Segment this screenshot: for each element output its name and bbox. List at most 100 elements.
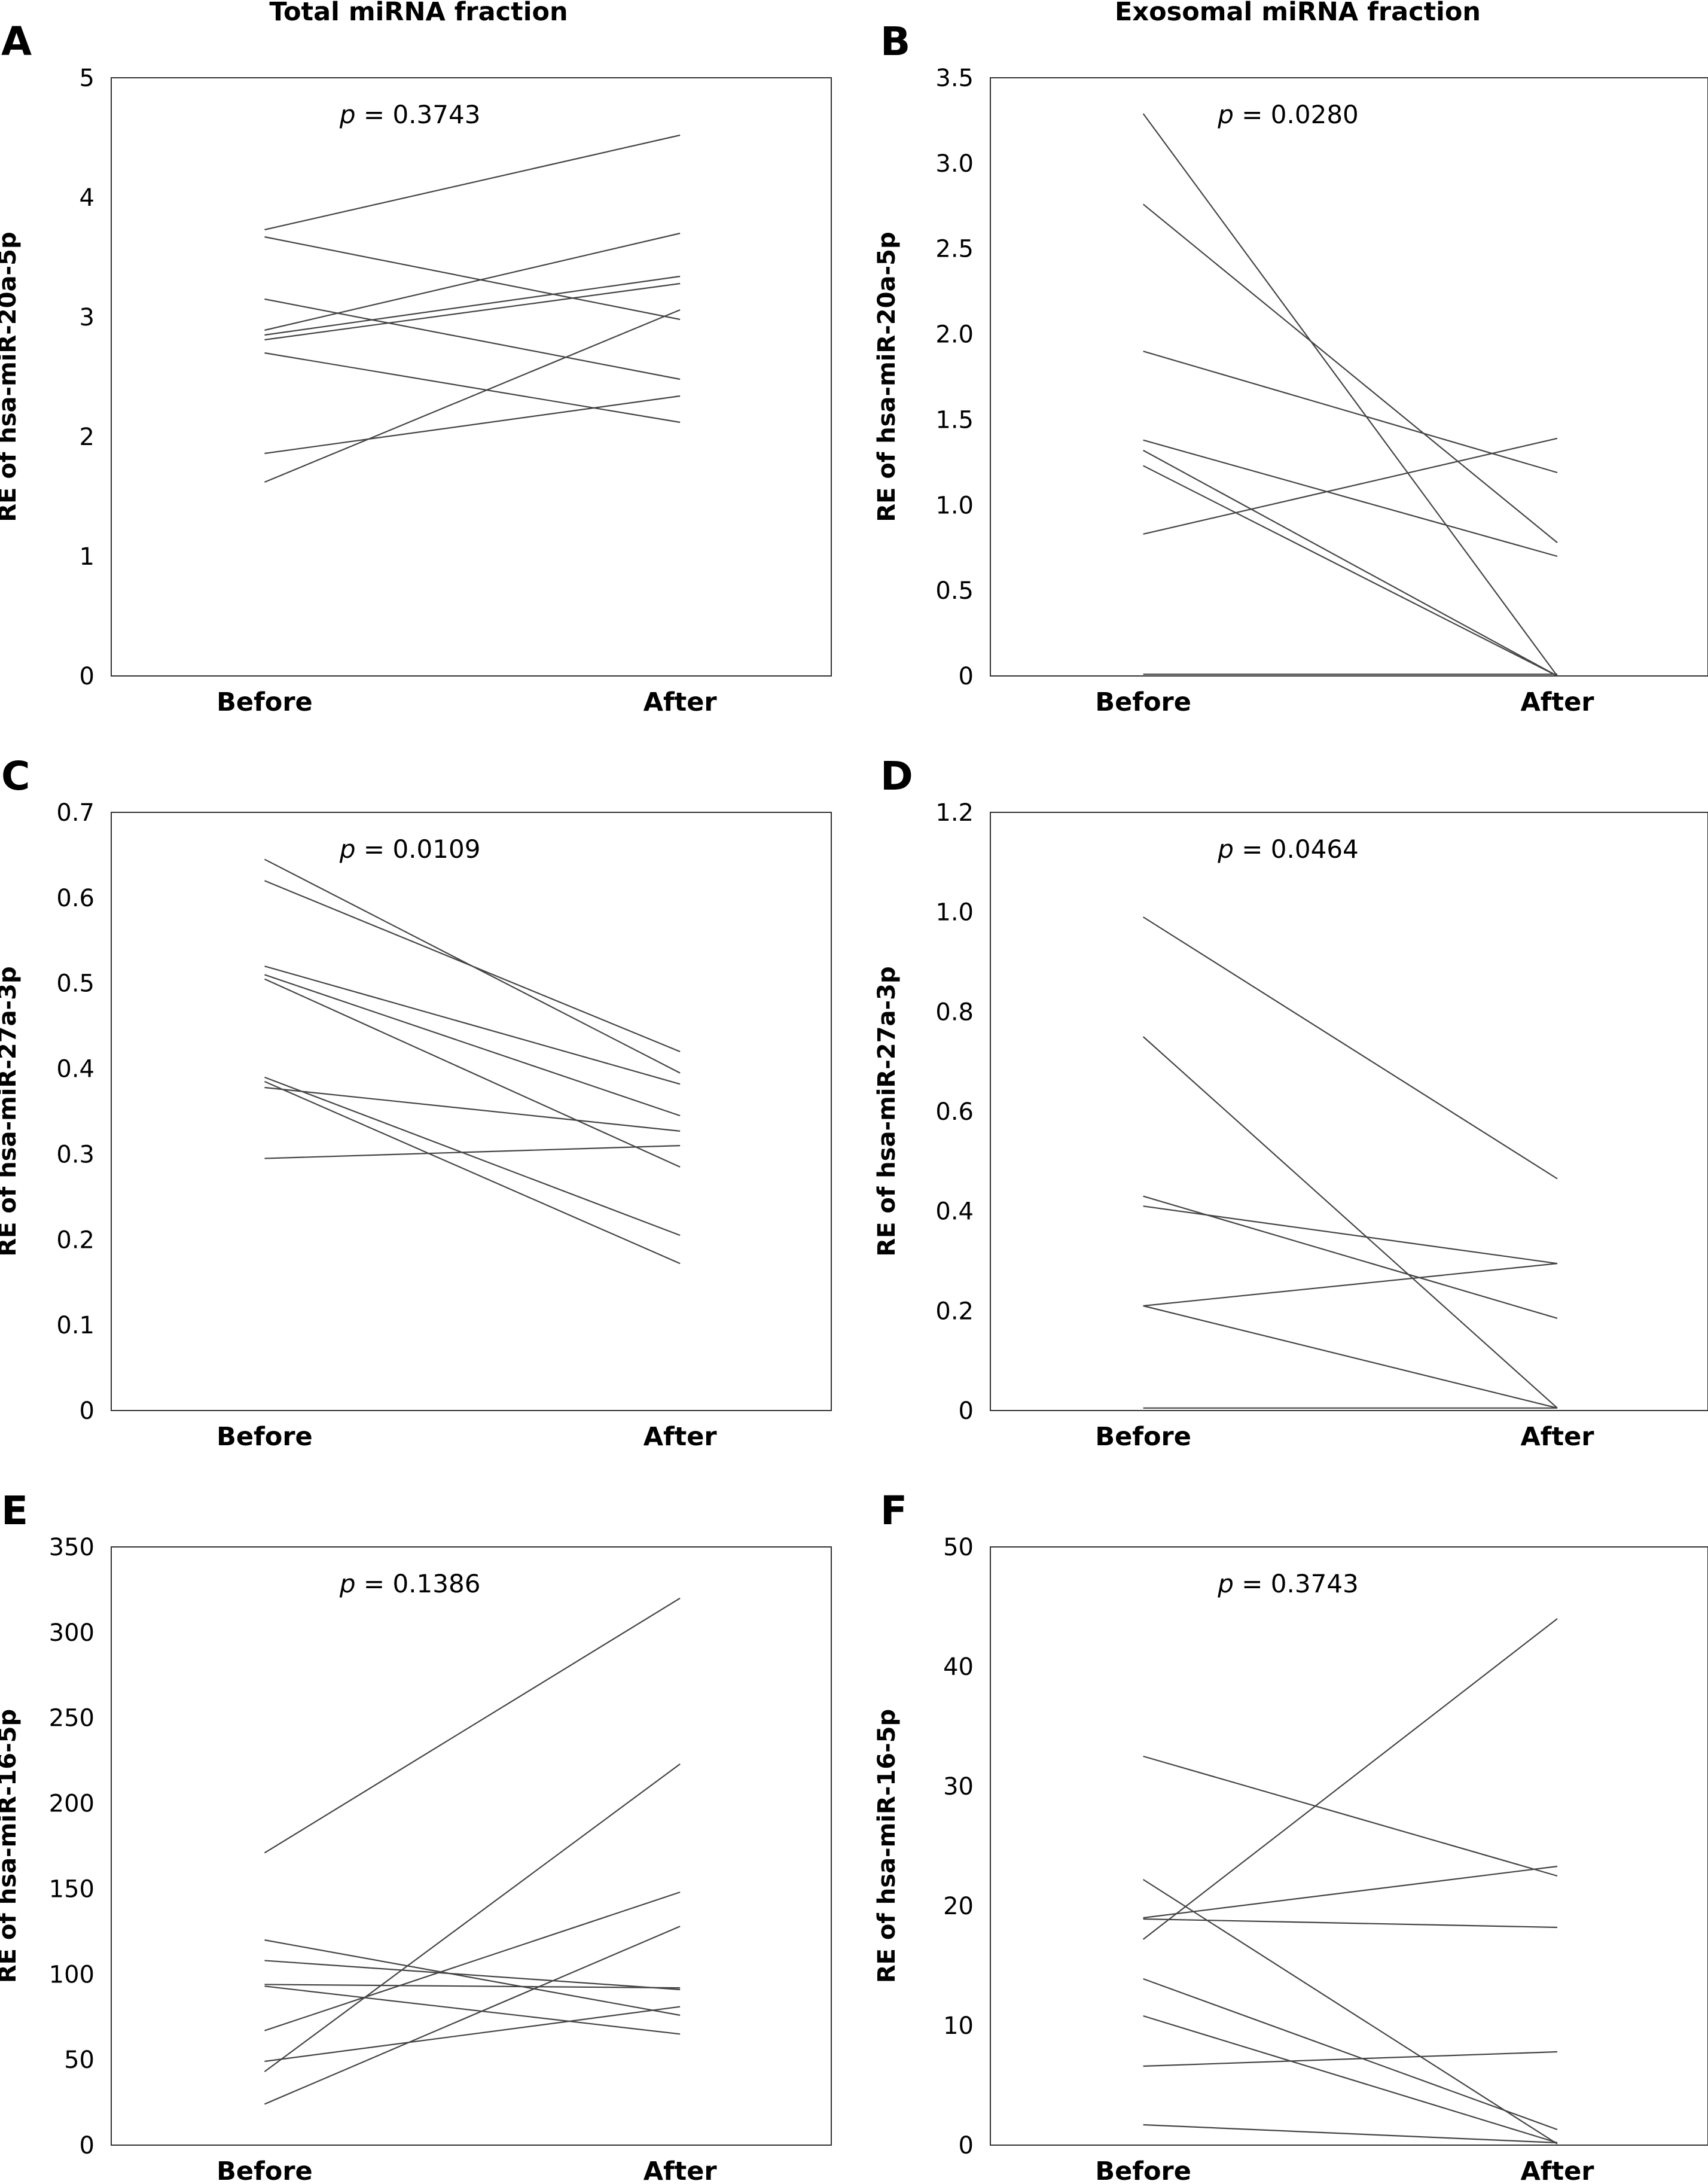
category-label-after: After [1521, 687, 1595, 717]
p-value-annotation: p = 0.3743 [339, 100, 481, 129]
y-axis-title: RE of hsa-miR-16-5p [873, 1709, 901, 1983]
y-tick-label: 50 [64, 2046, 94, 2074]
y-tick-label: 4 [80, 184, 94, 212]
category-label-after: After [643, 2156, 718, 2184]
panel-a: A 0 1 2 3 4 5 RE of hsa-miR-20a-5p Before After p … [0, 19, 832, 717]
series-line [264, 236, 681, 321]
category-label-before: Before [1095, 2156, 1191, 2184]
series-line [1142, 1618, 1558, 1940]
series-line [264, 1939, 681, 2016]
series-line [264, 965, 681, 1085]
p-value-annotation: p = 0.0464 [1217, 834, 1359, 864]
series-line [264, 1985, 681, 2035]
series-line [264, 395, 681, 455]
series-line [1143, 2015, 1558, 2144]
series-line [1143, 1918, 1558, 1929]
plot-frame [111, 77, 832, 677]
y-tick-label: 3.0 [935, 150, 974, 178]
series-line [1143, 439, 1558, 558]
series-line [1143, 2051, 1558, 2067]
panel-d: D 0 0.2 0.4 0.6 0.8 1.0 1.2 RE of hsa-miR-27a-3p… [873, 753, 1708, 1452]
series-line [264, 1926, 681, 2105]
series-line [1143, 1305, 1558, 1409]
y-tick-label: 40 [943, 1653, 974, 1681]
y-tick-label: 1.0 [935, 492, 974, 519]
y-tick-label: 1 [80, 543, 94, 571]
y-tick-label: 0.7 [56, 799, 94, 827]
series-line [264, 275, 681, 336]
y-tick-label: 0.4 [56, 1056, 94, 1083]
panel-letter: A [1, 19, 32, 65]
y-tick-label: 0.2 [56, 1226, 94, 1254]
series-line [264, 1597, 681, 1854]
series-line [264, 974, 681, 1117]
y-tick-label: 20 [943, 1893, 974, 1920]
panel-letter: B [880, 19, 910, 65]
series-line [264, 1145, 681, 1159]
series-line [1143, 1205, 1558, 1265]
y-tick-label: 200 [49, 1790, 94, 1818]
y-tick-label: 0.1 [56, 1312, 94, 1339]
plot-frame [990, 77, 1708, 677]
category-label-after: After [1521, 1422, 1595, 1452]
y-axis-title: RE of hsa-miR-20a-5p [873, 232, 901, 522]
y-tick-label: 0.5 [56, 970, 94, 998]
category-label-before: Before [1095, 1422, 1191, 1452]
series-line [1142, 113, 1558, 677]
series-line [264, 880, 681, 1053]
series-line [1143, 437, 1558, 535]
series-line [264, 1076, 681, 1236]
y-tick-label: 1.0 [935, 899, 974, 927]
series-line [264, 282, 681, 341]
y-tick-label: 2 [80, 424, 94, 451]
y-tick-label: 3.5 [935, 65, 974, 92]
series-line [1143, 1755, 1558, 1877]
series-line [1143, 1195, 1558, 1319]
y-tick-label: 0.6 [56, 885, 94, 912]
plot-frame [111, 1546, 832, 2146]
y-axis-title: RE of hsa-miR-27a-3p [873, 966, 901, 1256]
y-axis-title: RE of hsa-miR-27a-3p [0, 966, 22, 1256]
series-line [264, 134, 681, 231]
plot-frame [111, 812, 832, 1411]
panel-letter: E [1, 1488, 28, 1534]
y-tick-label: 1.2 [935, 799, 974, 827]
panel-letter: D [880, 753, 913, 799]
y-tick-label: 150 [49, 1875, 94, 1903]
series-line [264, 352, 681, 424]
series-line [264, 1763, 681, 2073]
y-tick-label: 0 [80, 1397, 94, 1425]
series-line [1143, 351, 1558, 474]
p-value-annotation: p = 0.0109 [339, 834, 481, 864]
panel-c: C 0 0.1 0.2 0.3 0.4 0.5 0.6 0.7 RE of hsa-miR-27a… [0, 753, 832, 1452]
series-line [264, 1960, 681, 1991]
series-line [264, 1984, 681, 1989]
series-line [1143, 2124, 1558, 2144]
series-line [1142, 203, 1558, 543]
series-line [1143, 1263, 1558, 1307]
y-tick-label: 0 [959, 2132, 974, 2159]
series-line [264, 1086, 681, 1132]
y-tick-label: 350 [49, 1534, 94, 1561]
y-axis-title: RE of hsa-miR-20a-5p [0, 232, 22, 522]
y-tick-label: 100 [49, 1961, 94, 1988]
category-label-after: After [643, 1422, 718, 1452]
y-tick-label: 2.5 [935, 236, 974, 263]
y-tick-label: 3 [80, 304, 94, 331]
y-tick-label: 0.2 [935, 1297, 974, 1325]
category-label-before: Before [216, 687, 313, 717]
category-label-before: Before [216, 1422, 313, 1452]
y-axis-title: RE of hsa-miR-16-5p [0, 1709, 22, 1983]
series-line [1143, 465, 1558, 677]
panel-f: F 0 10 20 30 40 50 RE of hsa-miR-16-5p Before Aft… [873, 1488, 1708, 2184]
panel-b: B 0 0.5 1.0 1.5 2.0 2.5 3.0 3.5 RE of hsa-miR-20a… [873, 19, 1708, 717]
series-line [264, 1080, 681, 1265]
column-title-total: Total miRNA fraction [269, 0, 568, 27]
y-tick-label: 0 [959, 1397, 974, 1425]
series-line [264, 978, 681, 1168]
y-tick-label: 5 [80, 65, 94, 92]
y-tick-label: 0.8 [935, 998, 974, 1026]
y-tick-label: 50 [943, 1534, 974, 1561]
category-label-before: Before [216, 2156, 313, 2184]
